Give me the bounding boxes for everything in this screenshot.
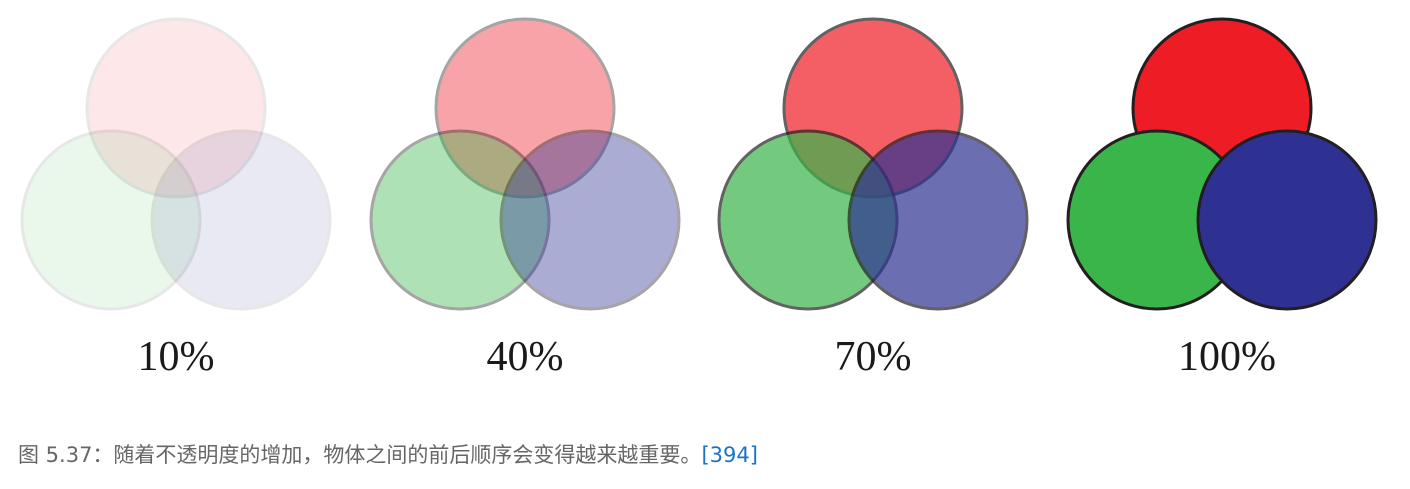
green-circle [20,129,202,311]
panel-40-percent [369,17,681,311]
panels-group [20,17,1378,311]
blue-circle [150,129,332,311]
panel-label-100: 100% [1178,334,1276,380]
panel-100-percent [1066,17,1378,311]
blue-circle [499,129,681,311]
panel-10-percent [20,17,332,311]
blue-circle [1196,129,1378,311]
red-circle [85,17,267,199]
panel-label-40: 40% [486,334,564,380]
panel-70-percent [717,17,1029,311]
figure-caption: 图 5.37：随着不透明度的增加，物体之间的前后顺序会变得越来越重要。[394] [18,440,758,470]
opacity-order-figure [20,17,1378,311]
red-circle [434,17,616,199]
caption-text: 图 5.37：随着不透明度的增加，物体之间的前后顺序会变得越来越重要。 [18,443,702,467]
panel-label-10: 10% [137,334,215,380]
caption-reference-link[interactable]: [394] [701,443,758,467]
green-circle [369,129,551,311]
panel-label-70: 70% [834,334,912,380]
blue-circle [847,129,1029,311]
